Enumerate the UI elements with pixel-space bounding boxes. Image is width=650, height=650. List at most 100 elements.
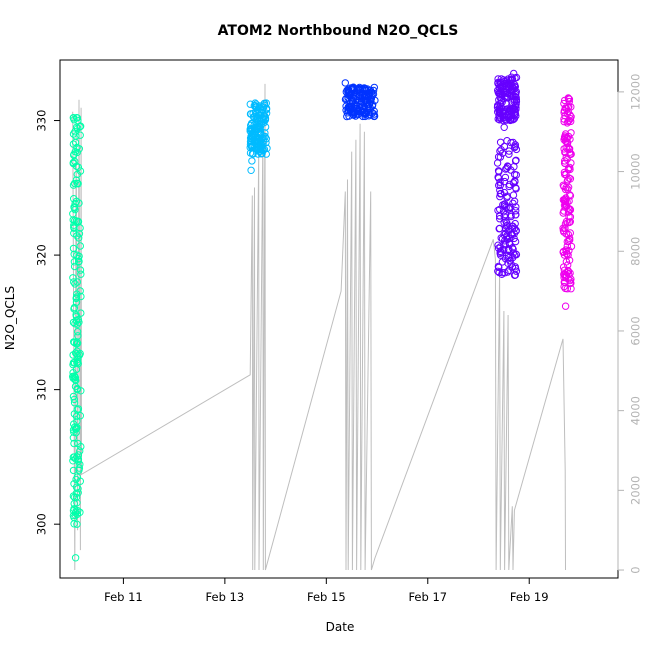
series-4-band-2-point	[504, 254, 513, 262]
series-1-point-10	[70, 305, 78, 313]
series-1-band-1-point	[70, 221, 78, 229]
series-1-band-1-point	[74, 124, 82, 133]
series-1-band-1-point	[73, 328, 82, 336]
series-5-band-1-point	[562, 194, 570, 202]
x-tick-label-5: Feb 19	[510, 590, 549, 604]
series-4-band-2-point	[497, 189, 505, 198]
series-5	[559, 94, 576, 310]
series-4-band-1-point	[511, 92, 519, 101]
series-3-point-2	[343, 112, 351, 121]
series-1-band-1-point	[74, 358, 82, 366]
series-4-point-4	[499, 116, 507, 125]
series-4-point-7	[504, 89, 512, 98]
series-1-point-40	[73, 473, 82, 481]
series-4-band-2-point	[496, 147, 504, 155]
series-2-band-1-point	[247, 119, 256, 128]
series-1-band-1-point	[71, 280, 79, 288]
series-4-band-1-point	[494, 115, 502, 123]
y2-tick-label-5: 8000	[629, 237, 643, 266]
series-1-point-12	[70, 338, 79, 347]
series-1-point-24	[70, 513, 78, 522]
series-1-band-1-point	[74, 163, 83, 172]
series-3-band-1-point	[361, 110, 369, 119]
series-2-band-1-point	[251, 134, 260, 142]
series-3-point-1	[341, 79, 349, 87]
series-4-point-10	[512, 73, 521, 82]
series-1-point-22	[70, 493, 79, 501]
series-1-band-1-point	[73, 417, 81, 425]
y2-tick-label-1: 0	[629, 566, 643, 573]
series-4-band-2-point	[501, 200, 509, 208]
y2-tick-label-7: 12000	[629, 74, 643, 111]
series-4-band-2-point	[496, 186, 504, 195]
series-5-band-1-point	[566, 192, 575, 200]
series-5-band-1-point	[563, 134, 571, 142]
series-1-point-5	[70, 204, 79, 212]
series-2-point-11	[256, 123, 265, 132]
series-1-band-1-point	[72, 293, 81, 301]
series-4-band-2-point	[496, 181, 505, 189]
series-5-point-12	[561, 278, 569, 286]
series-4-band-2-point	[508, 222, 517, 231]
series-5-band-1-point	[566, 163, 574, 172]
series-3-band-1-point	[370, 112, 379, 120]
series-5-band-1-point	[561, 185, 570, 194]
series-1-point-9	[70, 278, 78, 286]
series-3-point-4	[350, 110, 358, 118]
series-1-point-7	[69, 244, 78, 253]
series-5-point-15	[564, 251, 572, 259]
series-layer	[69, 69, 576, 562]
series-4-point-11	[510, 143, 519, 152]
series-1-band-1-point	[75, 230, 84, 238]
series-4-band-2-point	[505, 266, 513, 275]
series-5-point-4	[564, 143, 572, 152]
series-5-point-6	[563, 177, 571, 185]
series-1-point-35	[73, 359, 81, 367]
series-4-point-19	[510, 251, 519, 259]
altitude-line	[72, 83, 566, 571]
series-1-point-36	[73, 385, 82, 394]
y-tick-label-4: 330	[35, 110, 49, 132]
series-1-point-38	[74, 439, 82, 448]
series-1-band-1-point	[74, 485, 82, 493]
series-4-band-1-point	[507, 80, 515, 89]
y2-tick-label-2: 2000	[629, 476, 643, 505]
series-1-band-1-point	[73, 339, 82, 347]
series-1-point-27	[73, 143, 81, 152]
series-1-point-42	[74, 507, 82, 515]
series-1-point-39	[73, 453, 81, 461]
series-5-point-8	[564, 204, 572, 212]
series-4-point-23	[505, 150, 513, 158]
series-1-point-20	[69, 466, 78, 475]
series-5-point-10	[563, 237, 571, 246]
series-2-point-9	[262, 99, 270, 107]
series-2-band-1-point	[248, 125, 256, 133]
series-4-point-16	[511, 211, 520, 219]
series-4-band-1-point	[510, 98, 518, 106]
series-5-band-1-point	[565, 95, 573, 103]
series-2-band-1-point	[262, 150, 270, 158]
series-1-band-1-point	[76, 242, 85, 250]
series-1-band-1-point	[69, 434, 78, 442]
series-1-point-3	[70, 150, 78, 158]
series-1-band-1-point	[69, 369, 77, 377]
series-5-band-1-point	[567, 129, 575, 137]
series-2-point-4	[249, 130, 258, 138]
series-4-band-2-point	[509, 191, 518, 199]
series-4	[493, 69, 521, 279]
series-5-band-1-point	[563, 119, 571, 127]
series-1	[69, 114, 85, 562]
series-5-point-3	[561, 130, 570, 138]
series-5-band-1-point	[560, 99, 568, 108]
series-2-band-1-point	[251, 103, 260, 111]
x-tick-label-4: Feb 17	[408, 590, 447, 604]
series-2-band-1-point	[258, 149, 266, 158]
series-4-point-21	[510, 271, 519, 279]
altitude-layer	[72, 83, 566, 571]
series-5-band-1-point	[560, 273, 568, 282]
series-4-point-13	[510, 170, 519, 179]
series-1-point-18	[70, 439, 78, 448]
series-3-point-9	[371, 96, 379, 105]
series-4-band-2-point	[509, 249, 517, 257]
